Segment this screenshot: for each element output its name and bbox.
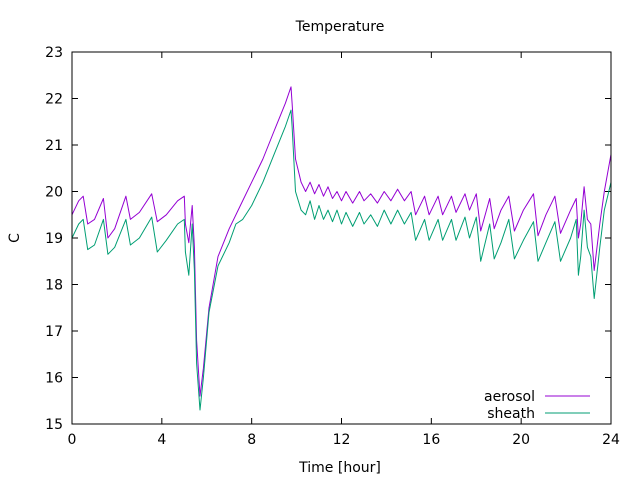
y-tick-label: 23 <box>45 45 63 61</box>
y-tick-label: 18 <box>45 278 63 294</box>
x-tick-label: 12 <box>333 432 351 448</box>
x-tick-label: 0 <box>68 432 77 448</box>
chart-title: Temperature <box>295 19 385 35</box>
series-lines <box>71 86 612 411</box>
y-tick-label: 19 <box>45 231 63 247</box>
x-tick-label: 24 <box>602 432 620 448</box>
x-tick-label: 20 <box>512 432 530 448</box>
x-tick-label: 8 <box>247 432 256 448</box>
legend-label-sheath: sheath <box>487 406 535 422</box>
y-tick-label: 17 <box>45 324 63 340</box>
y-tick-label: 16 <box>45 371 63 387</box>
y-tick-label: 15 <box>45 417 63 433</box>
y-axis-label: C <box>7 233 23 243</box>
series-line-sheath <box>71 109 612 411</box>
y-tick-label: 22 <box>45 92 63 108</box>
x-tick-label: 16 <box>422 432 440 448</box>
plot-frame <box>71 51 612 425</box>
y-tick-label: 20 <box>45 185 63 201</box>
x-tick-label: 4 <box>157 432 166 448</box>
y-tick-label: 21 <box>45 138 63 154</box>
series-line-aerosol <box>71 86 612 397</box>
x-axis-label: Time [hour] <box>298 460 381 476</box>
legend-label-aerosol: aerosol <box>484 389 535 405</box>
